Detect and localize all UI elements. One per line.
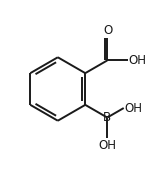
Text: OH: OH [129, 54, 147, 67]
Text: OH: OH [98, 139, 116, 152]
Text: OH: OH [124, 101, 143, 114]
Text: B: B [103, 111, 111, 124]
Text: O: O [103, 24, 113, 37]
